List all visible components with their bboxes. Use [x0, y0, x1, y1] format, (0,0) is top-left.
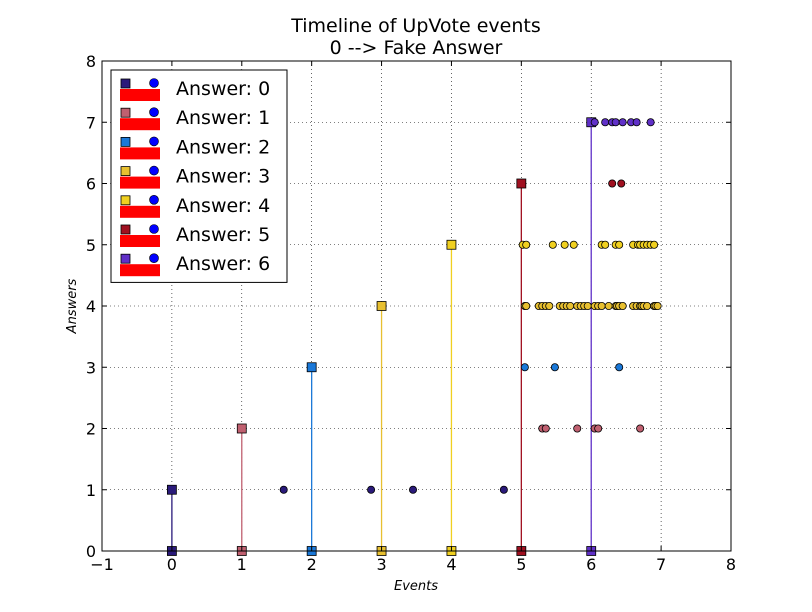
x-tick-label: 2 — [307, 555, 317, 574]
x-tick-label: 1 — [237, 555, 247, 574]
event-point — [632, 118, 641, 127]
event-point — [636, 424, 645, 433]
legend-circle-marker — [149, 195, 159, 205]
event-point — [646, 118, 655, 127]
y-tick-label: 7 — [86, 113, 96, 132]
event-point — [409, 485, 418, 494]
x-axis-label: Events — [394, 579, 438, 594]
event-point — [550, 363, 559, 372]
legend-square-marker — [120, 78, 131, 89]
legend-label: Answer: 5 — [176, 224, 270, 246]
legend-square-marker — [120, 136, 131, 147]
chart-subtitle: 0 --> Fake Answer — [330, 37, 503, 59]
legend-circle-marker — [149, 107, 159, 117]
event-point — [569, 240, 578, 249]
legend-patch — [120, 147, 160, 160]
legend-circle-marker — [149, 136, 159, 147]
y-tick-label: 6 — [86, 175, 96, 194]
legend-label: Answer: 4 — [176, 195, 270, 217]
legend-square-marker — [120, 107, 131, 118]
legend-patch — [120, 176, 160, 189]
legend-circle-marker — [149, 224, 159, 234]
legend-square-marker — [120, 195, 131, 206]
event-point — [522, 240, 531, 249]
x-tick-label: 7 — [656, 555, 666, 574]
legend-patch — [120, 205, 160, 218]
y-tick-label: 5 — [86, 236, 96, 255]
legend-label: Answer: 6 — [176, 253, 270, 275]
stem-top-marker — [306, 362, 317, 373]
event-point — [611, 118, 620, 127]
event-point — [601, 118, 610, 127]
event-point — [367, 485, 376, 494]
legend-circle-marker — [149, 253, 159, 264]
legend-patch — [120, 235, 160, 247]
legend-label: Answer: 0 — [176, 78, 270, 100]
legend-circle-marker — [149, 78, 159, 88]
event-point — [618, 118, 627, 127]
y-tick-label: 0 — [86, 542, 96, 561]
x-tick-label: 4 — [446, 555, 456, 574]
legend-patch — [120, 118, 160, 131]
stem-top-marker — [446, 239, 457, 250]
event-point — [615, 240, 624, 249]
event-point — [618, 301, 627, 310]
x-tick-label: 3 — [376, 555, 386, 574]
event-point — [617, 179, 626, 188]
event-point — [499, 485, 508, 494]
event-point — [573, 424, 582, 433]
event-point — [608, 179, 617, 188]
legend-label: Answer: 1 — [176, 107, 270, 129]
legend-circle-marker — [149, 165, 159, 176]
event-point — [604, 301, 613, 310]
legend-label: Answer: 3 — [176, 166, 270, 188]
event-point — [548, 240, 557, 249]
event-point — [615, 363, 624, 372]
event-point — [590, 118, 599, 127]
legend-label: Answer: 2 — [176, 136, 270, 158]
y-tick-label: 4 — [86, 297, 96, 316]
stem-top-marker — [236, 423, 247, 434]
y-tick-label: 1 — [86, 481, 96, 500]
y-axis-label: Answers — [65, 278, 80, 334]
event-point — [650, 240, 659, 249]
event-point — [594, 424, 603, 433]
y-tick-label: 3 — [86, 358, 96, 377]
event-point — [279, 485, 288, 494]
event-point — [601, 240, 610, 249]
legend-square-marker — [120, 166, 131, 177]
event-point — [597, 301, 606, 310]
event-point — [541, 424, 550, 433]
legend-patch — [120, 89, 160, 101]
event-point — [560, 240, 569, 249]
event-point — [522, 301, 531, 310]
event-point — [583, 301, 592, 310]
x-tick-label: 0 — [167, 555, 177, 574]
y-tick-label: 8 — [86, 52, 96, 71]
legend-square-marker — [120, 224, 131, 235]
x-tick-label: 6 — [586, 555, 596, 574]
event-point — [566, 301, 575, 310]
event-point — [545, 301, 554, 310]
stem-top-marker — [376, 301, 387, 311]
x-tick-label: 8 — [726, 555, 736, 574]
event-point — [520, 363, 529, 372]
x-tick-label: −1 — [90, 555, 114, 574]
legend-square-marker — [120, 253, 131, 264]
event-point — [653, 301, 662, 310]
event-points — [279, 118, 662, 494]
x-tick-label: 5 — [516, 555, 526, 574]
legend: Answer: 0 Answer: 1 Answer: 2 Answer: 3 Answ… — [110, 69, 288, 283]
event-point — [643, 301, 652, 310]
stem-top-marker — [166, 484, 177, 495]
y-tick-label: 2 — [86, 420, 96, 439]
legend-patch — [120, 264, 160, 277]
chart-title: Timeline of UpVote events — [290, 15, 541, 37]
stem-top-marker — [516, 178, 527, 189]
